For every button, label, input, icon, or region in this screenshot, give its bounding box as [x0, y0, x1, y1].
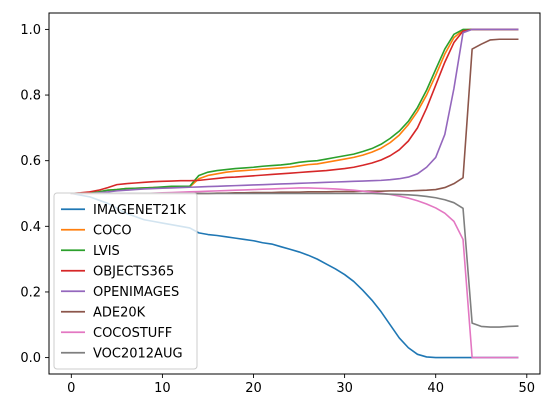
y-tick-label: 0.8 [20, 89, 41, 104]
legend-entry-cocostuff: COCOSTUFF [61, 326, 172, 341]
legend-entry-coco: COCO [61, 223, 132, 238]
x-tick-label: 0 [67, 381, 75, 396]
y-tick-label: 0.4 [20, 220, 41, 235]
y-tick-label: 0.0 [20, 351, 41, 366]
y-tick-label: 0.6 [20, 154, 41, 169]
y-tick-label: 1.0 [20, 23, 41, 38]
series-line-openimages [70, 28, 519, 195]
legend-label: OPENIMAGES [93, 285, 179, 300]
legend-entry-ade20k: ADE20K [61, 305, 146, 320]
legend-entry-objects365: OBJECTS365 [61, 264, 174, 279]
y-tick-label: 0.2 [20, 285, 41, 300]
axes-frame [48, 12, 541, 375]
x-tick-label: 40 [427, 381, 444, 396]
series-line-objects365 [70, 28, 519, 195]
legend-entry-lvis: LVIS [61, 244, 120, 259]
legend-label: IMAGENET21K [93, 203, 186, 218]
legend-entry-openimages: OPENIMAGES [61, 285, 179, 300]
x-axis: 0 10 20 30 40 50 [67, 374, 535, 396]
legend-label: OBJECTS365 [93, 264, 174, 279]
legend-label: COCOSTUFF [93, 326, 172, 341]
x-tick-label: 50 [519, 381, 536, 396]
series-line-lvis [70, 28, 519, 195]
legend-entry-voc2012aug: VOC2012AUG [61, 346, 183, 361]
legend-box [53, 192, 198, 370]
legend-label: LVIS [93, 244, 120, 259]
x-tick-label: 10 [154, 381, 171, 396]
x-tick-label: 30 [336, 381, 353, 396]
legend-label: VOC2012AUG [93, 346, 183, 361]
y-axis: 0.0 0.2 0.4 0.6 0.8 1.0 [20, 23, 49, 366]
legend: IMAGENET21K COCO LVIS OBJECTS365 OPENIMAGES A… [53, 192, 198, 370]
legend-label: COCO [93, 223, 132, 238]
legend-label: ADE20K [93, 305, 146, 320]
x-tick-label: 20 [245, 381, 262, 396]
legend-entry-imagenet21k: IMAGENET21K [61, 203, 186, 218]
